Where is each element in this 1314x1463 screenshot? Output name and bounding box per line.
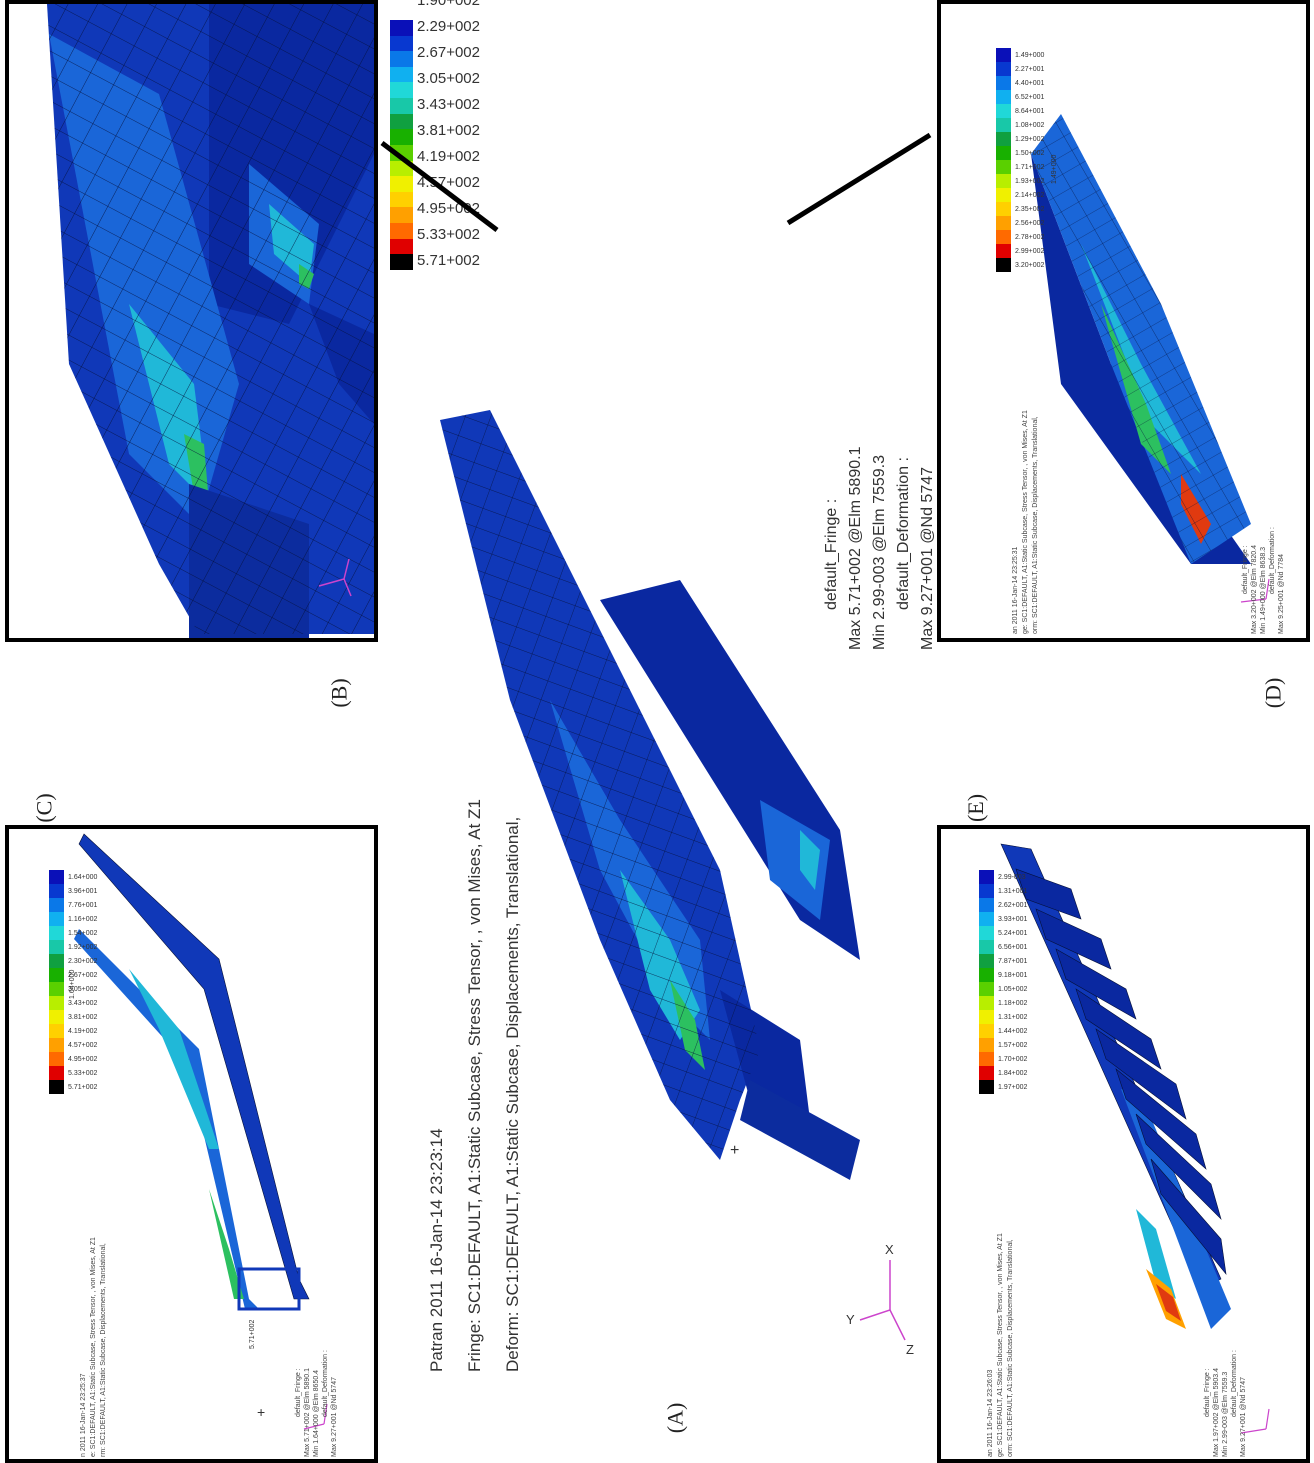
panel-c-frame: + 5.71+002 5.33+002 4.95+002 4.57+002 4.19+0… [5, 825, 378, 1463]
panel-label-d: (D) [1260, 677, 1286, 709]
axis-label-x: X [885, 1242, 894, 1257]
axis-triad-d [1240, 578, 1270, 603]
axis-label-z: Z [906, 1342, 914, 1357]
axis-triad-e [1240, 1408, 1270, 1434]
panel-e-frame: 1.97+002 1.84+002 1.70+002 1.57+002 1.44+002… [937, 825, 1310, 1463]
panel-c-spars: + [74, 833, 328, 1430]
panel-label-b: (B) [326, 678, 352, 708]
panel-label-c: (C) [31, 793, 57, 823]
panel-d-wing [1031, 114, 1270, 603]
panel-label-a: (A) [662, 1402, 688, 1434]
panel-e-ribs [1000, 843, 1270, 1434]
panel-label-e: (E) [963, 793, 989, 823]
panel-d-frame: 3.20+002 2.99+002 2.78+002 2.56+002 2.35+002… [937, 0, 1310, 642]
panel-b-mesh [9, 4, 374, 638]
svg-text:+: + [730, 1142, 739, 1159]
axis-label-y: Y [846, 1312, 855, 1327]
panel-b-frame [5, 0, 378, 642]
axis-triad-c [303, 1403, 328, 1430]
panel-a-wing: + [440, 410, 860, 1180]
axis-triad-main: X Y Z [846, 1242, 914, 1357]
axis-triad-b [318, 558, 352, 597]
svg-text:+: + [257, 1404, 265, 1420]
